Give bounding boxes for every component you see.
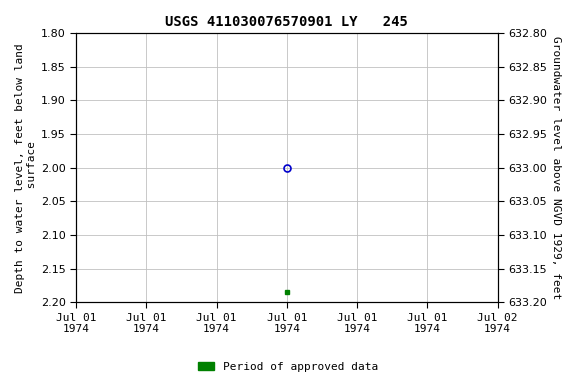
- Y-axis label: Depth to water level, feet below land
 surface: Depth to water level, feet below land su…: [15, 43, 37, 293]
- Title: USGS 411030076570901 LY   245: USGS 411030076570901 LY 245: [165, 15, 408, 29]
- Legend: Period of approved data: Period of approved data: [193, 358, 383, 377]
- Y-axis label: Groundwater level above NGVD 1929, feet: Groundwater level above NGVD 1929, feet: [551, 36, 561, 299]
